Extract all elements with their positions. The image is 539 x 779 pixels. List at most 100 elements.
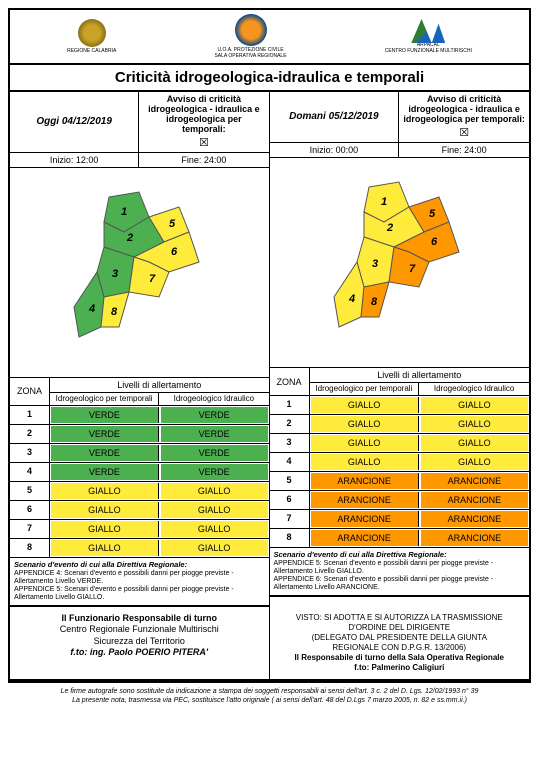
header-logos: REGIONE CALABRIA U.O.A. PROTEZIONE CIVIL… [10,10,529,65]
regione-icon [78,19,106,47]
tomorrow-avviso-cell: Avviso di criticità idrogeologica - idra… [399,92,529,142]
sub-header-idraulico-right: Idrogeologico Idraulico [419,383,529,396]
alert-temporali: VERDE [51,445,159,461]
alert-idraulico: GIALLO [421,416,528,432]
map-zone-label-6: 6 [171,246,178,258]
alert-idraulico: GIALLO [161,483,268,499]
avviso-r3: idrogeologica per temporali: [403,115,525,125]
alert-temporali: ARANCIONE [311,530,419,546]
signature-row: Il Funzionario Responsabile di turno Cen… [10,607,529,681]
today-date: Oggi 04/12/2019 [14,116,134,127]
zone-row: 1GIALLOGIALLO [270,396,530,415]
zone-number: 5 [270,472,310,490]
map-zone-label-5: 5 [429,208,436,220]
tomorrow-end: Fine: 24:00 [399,143,529,157]
zone-number: 1 [10,406,50,424]
today-avviso-cell: Avviso di criticità idrogeologica - idra… [139,92,268,152]
zone-number: 7 [270,510,310,528]
map-zone-label-1: 1 [121,206,127,218]
zone-row: 5GIALLOGIALLO [10,482,269,501]
footnote-1: Le firme autografe sono sostituite da in… [14,687,525,696]
signature-left: Il Funzionario Responsabile di turno Cen… [10,607,270,679]
arpacal-label-b: CENTRO FUNZIONALE MULTIRISCHI [385,49,472,55]
zona-header-left: ZONA [10,378,50,406]
zona-header-right: ZONA [270,368,310,396]
tomorrow-start: Inizio: 00:00 [270,143,400,157]
today-checkbox-icon: ☒ [143,136,264,149]
signature-right: VISTO: SI ADOTTA E SI AUTORIZZA LA TRASM… [270,607,530,679]
alert-idraulico: VERDE [161,426,268,442]
bulletin-page: REGIONE CALABRIA U.O.A. PROTEZIONE CIVIL… [8,8,531,683]
livelli-header-right: Livelli di allertamento [310,368,530,383]
alert-idraulico: GIALLO [161,540,268,556]
zone-number: 4 [270,453,310,471]
logo-arpacal: ARPACAL CENTRO FUNZIONALE MULTIRISCHI [385,19,472,54]
tomorrow-column: Domani 05/12/2019 Avviso di criticità id… [270,92,530,607]
sign-right-l2: D'ORDINE DEL DIRIGENTE [274,623,526,633]
zone-number: 7 [10,520,50,538]
zone-row: 5ARANCIONEARANCIONE [270,472,530,491]
zone-row: 4GIALLOGIALLO [270,453,530,472]
footnotes: Le firme autografe sono sostituite da in… [8,683,531,709]
tomorrow-scenario-body: APPENDICE 5: Scenari d'evento e possibil… [274,560,526,592]
today-date-cell: Oggi 04/12/2019 [10,92,139,152]
today-scenario: Scenario d'evento di cui alla Direttiva … [10,558,269,607]
sign-left-l3: Sicurezza del Territorio [14,636,265,647]
map-zone-label-6: 6 [431,236,438,248]
map-zone-label-3: 3 [372,258,378,270]
zone-row: 3VERDEVERDE [10,444,269,463]
map-zone-label-3: 3 [112,268,118,280]
logo-regione: REGIONE CALABRIA [67,19,116,55]
map-zone-label-4: 4 [88,303,95,315]
alert-temporali: GIALLO [51,483,159,499]
alert-idraulico: GIALLO [421,454,528,470]
zone-row: 2VERDEVERDE [10,425,269,444]
alert-temporali: GIALLO [51,540,159,556]
sign-left-l4: f.to: ing. Paolo POERIO PITERA' [14,647,265,658]
map-zone-label-2: 2 [126,232,133,244]
zone-number: 6 [10,501,50,519]
alert-idraulico: GIALLO [161,521,268,537]
zone-row: 6GIALLOGIALLO [10,501,269,520]
zone-number: 5 [10,482,50,500]
tomorrow-checkbox-icon: ☒ [403,126,525,139]
today-start: Inizio: 12:00 [10,153,139,167]
zone-number: 2 [10,425,50,443]
today-rows: 1VERDEVERDE2VERDEVERDE3VERDEVERDE4VERDEV… [10,406,269,558]
today-end: Fine: 24:00 [139,153,268,167]
sub-header-idraulico-left: Idrogeologico Idraulico [159,393,268,406]
zone-row: 7GIALLOGIALLO [10,520,269,539]
tomorrow-scenario: Scenario d'evento di cui alla Direttiva … [270,548,530,597]
livelli-header-left: Livelli di allertamento [50,378,269,393]
map-zone-label-2: 2 [386,222,393,234]
map-zone-label-1: 1 [381,196,387,208]
alert-temporali: GIALLO [311,435,419,451]
zone-row: 8ARANCIONEARANCIONE [270,529,530,548]
alert-idraulico: ARANCIONE [421,530,528,546]
logo-protezione: U.O.A. PROTEZIONE CIVILE SALA OPERATIVA … [214,14,286,59]
tomorrow-rows: 1GIALLOGIALLO2GIALLOGIALLO3GIALLOGIALLO4… [270,396,530,548]
alert-idraulico: ARANCIONE [421,473,528,489]
zone-number: 3 [10,444,50,462]
alert-idraulico: GIALLO [421,397,528,413]
tomorrow-map-svg: 12345678 [309,167,489,357]
alert-temporali: GIALLO [311,454,419,470]
alert-temporali: VERDE [51,464,159,480]
alert-temporali: GIALLO [311,397,419,413]
alert-temporali: VERDE [51,407,159,423]
alert-idraulico: VERDE [161,407,268,423]
sign-right-l4: REGIONALE CON D.P.G.R. 13/2006) [274,643,526,653]
map-zone-label-7: 7 [409,263,416,275]
tomorrow-map: 12345678 [270,158,530,368]
map-zone-label-4: 4 [348,293,355,305]
zone-number: 4 [10,463,50,481]
protezione-icon [235,14,267,46]
zone-number: 8 [10,539,50,557]
alert-temporali: GIALLO [51,502,159,518]
sign-right-l1: VISTO: SI ADOTTA E SI AUTORIZZA LA TRASM… [274,613,526,623]
sign-left-l2: Centro Regionale Funzionale Multirischi [14,624,265,635]
today-map-svg: 12345678 [49,177,229,367]
today-scenario-title: Scenario d'evento di cui alla Direttiva … [14,561,265,570]
zone-number: 2 [270,415,310,433]
zone-number: 8 [270,529,310,547]
